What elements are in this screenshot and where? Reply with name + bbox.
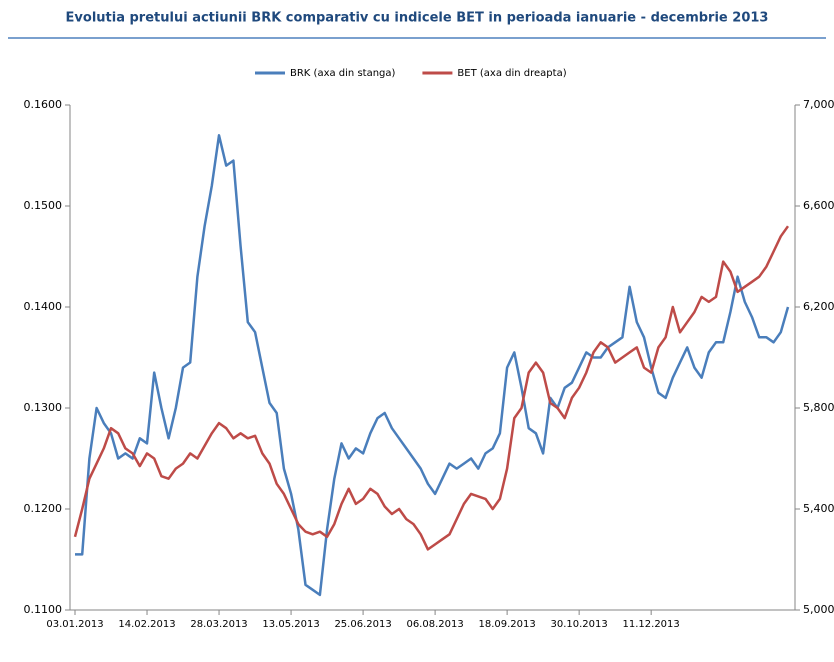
y2-tick-label: 5,400 <box>803 502 834 515</box>
x-tick-label: 13.05.2013 <box>262 619 319 630</box>
x-tick-label: 30.10.2013 <box>551 619 608 630</box>
y-tick-label: 0.1100 <box>24 603 63 616</box>
y2-tick-label: 6,200 <box>803 300 834 313</box>
y2-tick-label: 7,000 <box>803 98 834 111</box>
legend-label: BRK (axa din stanga) <box>290 68 396 79</box>
y-tick-label: 0.1300 <box>24 401 63 414</box>
x-tick-label: 18.09.2013 <box>478 619 535 630</box>
x-tick-label: 14.02.2013 <box>118 619 175 630</box>
y-tick-label: 0.1600 <box>24 98 63 111</box>
series-line <box>73 225 790 551</box>
y2-tick-label: 5,800 <box>803 401 834 414</box>
x-tick-label: 06.08.2013 <box>406 619 463 630</box>
y-tick-label: 0.1400 <box>24 300 63 313</box>
y-tick-label: 0.1200 <box>24 502 63 515</box>
legend-label: BET (axa din dreapta) <box>457 68 566 79</box>
x-tick-label: 03.01.2013 <box>46 619 103 630</box>
x-tick-label: 28.03.2013 <box>190 619 247 630</box>
y-tick-label: 0.1500 <box>24 199 63 212</box>
x-tick-label: 25.06.2013 <box>334 619 391 630</box>
x-tick-label: 11.12.2013 <box>623 619 680 630</box>
y2-tick-label: 6,600 <box>803 199 834 212</box>
chart-title: Evolutia pretului actiunii BRK comparati… <box>66 11 769 26</box>
series-line <box>75 134 790 597</box>
y2-tick-label: 5,000 <box>803 603 834 616</box>
